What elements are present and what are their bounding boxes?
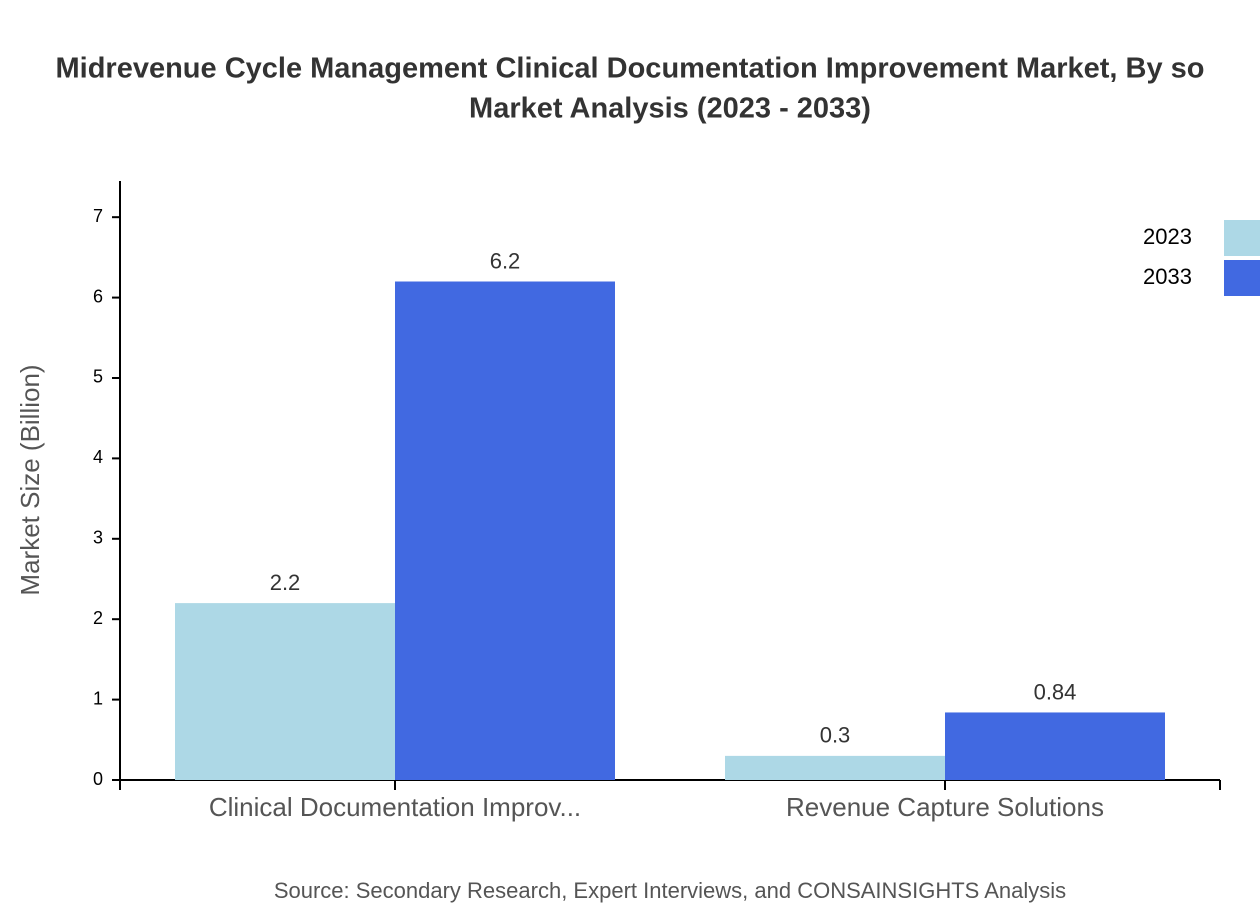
legend-swatch <box>1224 260 1260 296</box>
legend-swatch <box>1224 220 1260 256</box>
legend-label: 2023 <box>1143 224 1192 249</box>
bar <box>725 755 945 780</box>
value-label: 6.2 <box>490 248 521 273</box>
source-note: Source: Secondary Research, Expert Inter… <box>274 878 1066 903</box>
y-tick-label: 2 <box>93 608 103 628</box>
chart-title: Midrevenue Cycle Management Clinical Doc… <box>55 53 1204 85</box>
value-label: 0.84 <box>1034 679 1077 704</box>
chart-subtitle: Market Analysis (2023 - 2033) <box>469 93 871 125</box>
bar <box>395 281 615 780</box>
y-tick-label: 5 <box>93 367 103 387</box>
value-label: 0.3 <box>820 723 851 748</box>
x-tick-label: Revenue Capture Solutions <box>786 792 1104 822</box>
y-tick-label: 7 <box>93 206 103 226</box>
y-tick-label: 3 <box>93 528 103 548</box>
bar <box>945 712 1165 780</box>
y-tick-label: 1 <box>93 688 103 708</box>
y-axis-title: Market Size (Billion) <box>15 364 45 595</box>
y-tick-label: 0 <box>93 769 103 789</box>
legend-label: 2033 <box>1143 264 1192 289</box>
y-tick-label: 4 <box>93 447 103 467</box>
value-label: 2.2 <box>270 570 301 595</box>
x-tick-label: Clinical Documentation Improv... <box>209 792 581 822</box>
bar <box>175 603 395 780</box>
y-tick-label: 6 <box>93 286 103 306</box>
